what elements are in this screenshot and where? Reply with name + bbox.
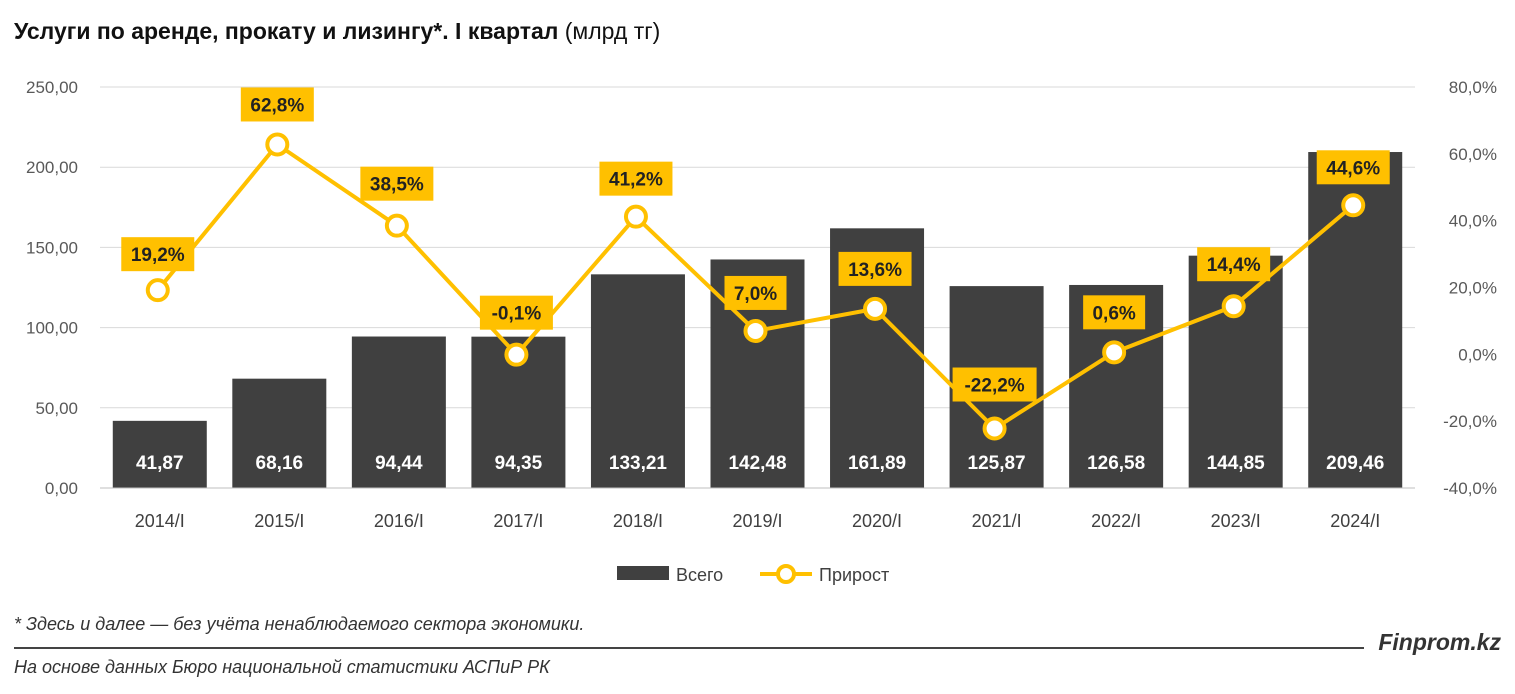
bar: [590, 274, 685, 488]
line-marker: [145, 278, 170, 303]
y-left-tick-label: 200,00: [26, 158, 78, 177]
line-label-box: [599, 161, 673, 196]
bar-data-label: 161,89: [848, 453, 906, 474]
legend-swatch-vsego: [617, 566, 669, 580]
chart-title-unit: (млрд тг): [558, 18, 661, 44]
bar-data-label: 94,35: [495, 453, 543, 474]
bar-data-label: 142,48: [728, 453, 786, 474]
footnote: * Здесь и далее — без учёта ненаблюдаемо…: [14, 614, 585, 634]
line-data-label: 62,8%: [250, 95, 304, 116]
bar-data-label: 133,21: [609, 453, 668, 474]
bar: [232, 378, 327, 488]
line-label-box: [1197, 247, 1271, 282]
line-data-label: 0,6%: [1092, 303, 1135, 324]
x-tick-label: 2023/I: [1211, 511, 1261, 531]
x-tick-label: 2017/I: [493, 511, 543, 531]
y-left-tick-label: 100,00: [26, 319, 78, 338]
x-tick-label: 2015/I: [254, 511, 304, 531]
x-axis: 2014/I 2015/I 2016/I 2017/I 2018/I 2019/I 2020…: [100, 487, 1415, 531]
line-label-box: [724, 275, 787, 310]
line-data-label: 13,6%: [848, 260, 902, 281]
line-data-label: -0,1%: [492, 304, 542, 325]
x-tick-label: 2021/I: [972, 511, 1022, 531]
legend-swatch-marker-prirost: [776, 564, 796, 584]
y-left-tick-label: 50,00: [35, 399, 78, 418]
line-series-prirost: 19,2% 62,8% 38,5% -0,1% 41,2% 7,0% 13,6% -22,2%…: [121, 87, 1390, 441]
bar-data-label: 94,44: [375, 453, 423, 474]
legend-label-vsego: Всего: [676, 565, 723, 585]
y-axis-left: 0,00 50,00 100,00 150,00 200,00 250,00: [26, 78, 78, 498]
y-right-tick-label: 60,0%: [1449, 145, 1497, 164]
y-right-tick-label: -40,0%: [1443, 479, 1497, 498]
line-data-label: 19,2%: [131, 245, 185, 266]
line-marker: [384, 213, 409, 238]
y-left-tick-label: 150,00: [26, 238, 78, 257]
line-label-box: [1083, 295, 1146, 330]
line-data-label: 38,5%: [370, 175, 424, 196]
combo-chart: 0,00 50,00 100,00 150,00 200,00 250,00 -40,0%…: [26, 78, 1497, 585]
line-label-box: [838, 251, 912, 286]
line-marker: [623, 204, 648, 229]
chart-title: Услуги по аренде, прокату и лизингу*. I …: [14, 18, 660, 45]
x-tick-label: 2014/I: [135, 511, 185, 531]
y-right-tick-label: -20,0%: [1443, 412, 1497, 431]
legend-label-prirost: Прирост: [819, 565, 889, 585]
line-data-label: 14,4%: [1207, 255, 1261, 276]
line-marker: [1102, 340, 1127, 365]
bar-data-label: 68,16: [256, 453, 304, 474]
line-label-box: [240, 87, 314, 122]
bar: [351, 336, 446, 488]
line-marker: [1221, 294, 1246, 319]
y-right-tick-label: 20,0%: [1449, 279, 1497, 298]
legend: Всего Прирост: [617, 564, 889, 585]
x-tick-label: 2020/I: [852, 511, 902, 531]
bar-data-label: 126,58: [1087, 453, 1145, 474]
y-right-tick-label: 80,0%: [1449, 78, 1497, 97]
bar-data-label: 41,87: [136, 453, 184, 474]
line-marker: [504, 342, 529, 367]
line-label-box: [360, 166, 434, 201]
x-tick-label: 2016/I: [374, 511, 424, 531]
bar-data-label: 209,46: [1326, 453, 1384, 474]
line-label-box: [1316, 150, 1390, 185]
line-marker: [1341, 193, 1366, 218]
chart-title-main: Услуги по аренде, прокату и лизингу*. I …: [14, 18, 559, 44]
source-note: На основе данных Бюро национальной стати…: [14, 657, 550, 677]
footer-divider: [14, 647, 1364, 649]
x-tick-label: 2019/I: [732, 511, 782, 531]
line-data-label: -22,2%: [964, 376, 1024, 397]
x-tick-label: 2024/I: [1330, 511, 1380, 531]
y-left-tick-label: 250,00: [26, 78, 78, 97]
line-label-box: [479, 295, 553, 330]
line-marker: [982, 416, 1007, 441]
y-right-tick-label: 0,0%: [1458, 345, 1497, 364]
line-data-label: 7,0%: [734, 284, 777, 305]
bar-data-label: 125,87: [968, 453, 1026, 474]
line-marker: [863, 296, 888, 321]
line-data-label: 44,6%: [1326, 158, 1380, 179]
x-tick-label: 2018/I: [613, 511, 663, 531]
line-marker: [743, 318, 768, 343]
bar: [112, 420, 207, 488]
y-left-tick-label: 0,00: [45, 479, 78, 498]
bar-data-label: 144,85: [1207, 453, 1266, 474]
brand-logo-text: Finprom.kz: [1378, 629, 1501, 655]
y-axis-right: -40,0% -20,0% 0,0% 20,0% 40,0% 60,0% 80,0%: [1443, 78, 1497, 498]
line-label-box: [952, 367, 1037, 402]
x-tick-label: 2022/I: [1091, 511, 1141, 531]
y-right-tick-label: 40,0%: [1449, 212, 1497, 231]
line-label-box: [121, 237, 195, 272]
line-data-label: 41,2%: [609, 170, 663, 191]
line-marker: [265, 132, 290, 157]
